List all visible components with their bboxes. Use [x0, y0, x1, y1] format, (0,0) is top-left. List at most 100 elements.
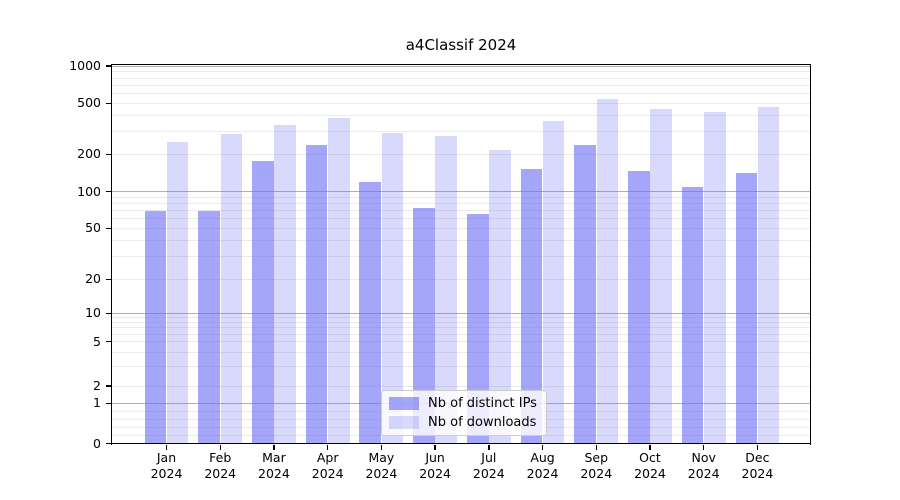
x-tick-mark: [649, 444, 651, 450]
x-tick-mark: [756, 444, 759, 450]
x-tick-label: Apr 2024: [298, 450, 358, 482]
y-tick-label: 1: [93, 395, 101, 411]
x-tick-mark: [326, 444, 329, 450]
gridline-minor: [112, 84, 810, 86]
x-tick-year: 2024: [741, 466, 774, 481]
bar-distinct-ips-nov: [681, 186, 704, 444]
bar-downloads-nov: [704, 111, 726, 444]
y-tick-mark: [106, 65, 111, 67]
x-tick-month: Nov: [691, 450, 716, 465]
gridline-minor: [112, 202, 810, 204]
legend-swatch-downloads: [389, 416, 419, 429]
bar-distinct-ips-aug: [520, 169, 543, 444]
x-tick-year: 2024: [365, 466, 398, 481]
gridline-minor: [112, 196, 810, 198]
bar-distinct-ips-oct: [628, 171, 650, 444]
bar-distinct-ips-jan: [144, 210, 167, 444]
x-tick-mark: [595, 444, 597, 450]
legend-item-distinct-ips: Nb of distinct IPs: [389, 396, 537, 411]
gridline-minor: [112, 92, 810, 94]
bar-distinct-ips-jul: [466, 214, 489, 444]
gridline-minor: [112, 351, 810, 353]
axis-spine-right: [809, 64, 811, 445]
x-tick-year: 2024: [526, 466, 559, 481]
x-tick-label: Sep 2024: [566, 450, 626, 482]
x-tick-month: Oct: [639, 450, 661, 465]
gridline-major: [112, 65, 810, 67]
bar-downloads-jul: [489, 150, 511, 444]
x-tick-mark: [703, 444, 705, 450]
x-tick-mark: [219, 444, 221, 450]
gridline-minor: [112, 102, 810, 104]
legend-item-downloads: Nb of downloads: [389, 415, 537, 430]
bar-distinct-ips-feb: [198, 210, 220, 444]
y-tick-mark: [106, 341, 111, 343]
y-tick-label: 20: [85, 271, 101, 287]
bar-distinct-ips-dec: [735, 172, 758, 444]
x-tick-label: Jul 2024: [459, 450, 519, 482]
x-tick-label: Oct 2024: [620, 450, 680, 482]
x-tick-month: Aug: [530, 450, 555, 465]
bar-distinct-ips-apr: [305, 144, 328, 444]
y-tick-label: 1000: [69, 58, 101, 73]
gridline-minor: [112, 240, 810, 242]
x-tick-label: Nov 2024: [674, 450, 734, 482]
x-tick-year: 2024: [311, 466, 344, 481]
y-tick-label: 100: [77, 183, 101, 199]
gridline-minor: [112, 327, 810, 329]
x-tick-label: Jan 2024: [137, 450, 197, 482]
bar-downloads-jun: [435, 135, 457, 444]
gridline-minor: [112, 385, 810, 387]
bar-downloads-feb: [220, 134, 243, 444]
x-tick-label: Dec 2024: [727, 450, 787, 482]
bar-downloads-aug: [542, 120, 565, 444]
y-tick-mark: [106, 153, 111, 155]
x-tick-year: 2024: [150, 466, 183, 481]
y-tick-mark: [106, 278, 111, 280]
x-tick-month: May: [368, 450, 395, 465]
bar-downloads-may: [381, 132, 404, 444]
axis-spine-top: [111, 63, 811, 65]
x-tick-year: 2024: [258, 466, 290, 481]
bar-downloads-sep: [596, 99, 619, 444]
y-tick-label: 500: [77, 95, 101, 111]
gridline-minor: [112, 256, 810, 258]
bar-downloads-jan: [166, 141, 189, 444]
legend-label-distinct-ips: Nb of distinct IPs: [428, 396, 537, 411]
x-tick-year: 2024: [687, 466, 720, 481]
y-tick-label: 50: [85, 220, 101, 236]
y-tick-mark: [106, 402, 111, 404]
gridline-minor: [112, 77, 810, 79]
y-tick-label: 2: [93, 378, 101, 393]
x-tick-mark: [273, 444, 275, 450]
gridline-minor: [112, 131, 810, 133]
x-tick-month: Sep: [584, 450, 609, 465]
x-tick-month: Jul: [481, 450, 497, 465]
axis-spine-bottom: [111, 443, 811, 445]
x-tick-month: Dec: [745, 450, 770, 465]
y-tick-label: 10: [85, 305, 101, 321]
y-tick-mark: [106, 385, 111, 387]
y-tick-label: 200: [77, 146, 101, 162]
bar-distinct-ips-sep: [574, 145, 596, 444]
x-tick-year: 2024: [580, 466, 613, 481]
gridline-major: [112, 191, 810, 193]
y-tick-mark: [106, 227, 111, 229]
y-tick-mark: [106, 102, 111, 104]
legend: Nb of distinct IPs Nb of downloads: [381, 390, 547, 436]
gridline-minor: [112, 115, 810, 117]
x-tick-label: Jun 2024: [405, 450, 465, 482]
x-tick-mark: [488, 444, 490, 450]
axis-spine-left: [111, 64, 113, 445]
x-tick-year: 2024: [204, 466, 237, 481]
x-tick-label: May 2024: [351, 450, 411, 482]
x-tick-month: Jan: [156, 450, 177, 465]
x-tick-month: Mar: [262, 450, 286, 465]
gridline-minor: [112, 317, 810, 319]
gridline-minor: [112, 341, 810, 343]
bar-downloads-dec: [757, 107, 780, 444]
bar-distinct-ips-jun: [413, 207, 435, 444]
bar-downloads-oct: [650, 108, 672, 444]
x-tick-mark: [380, 444, 383, 450]
y-tick-label: 0: [93, 435, 101, 451]
